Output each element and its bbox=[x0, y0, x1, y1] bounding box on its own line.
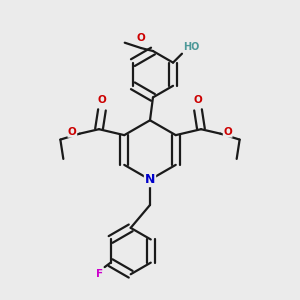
Text: HO: HO bbox=[184, 42, 200, 52]
Text: O: O bbox=[223, 127, 232, 137]
Text: O: O bbox=[68, 127, 77, 137]
Text: O: O bbox=[137, 33, 146, 43]
Text: O: O bbox=[98, 94, 106, 104]
Text: O: O bbox=[194, 94, 203, 104]
Text: F: F bbox=[96, 268, 103, 279]
Text: N: N bbox=[145, 173, 155, 186]
